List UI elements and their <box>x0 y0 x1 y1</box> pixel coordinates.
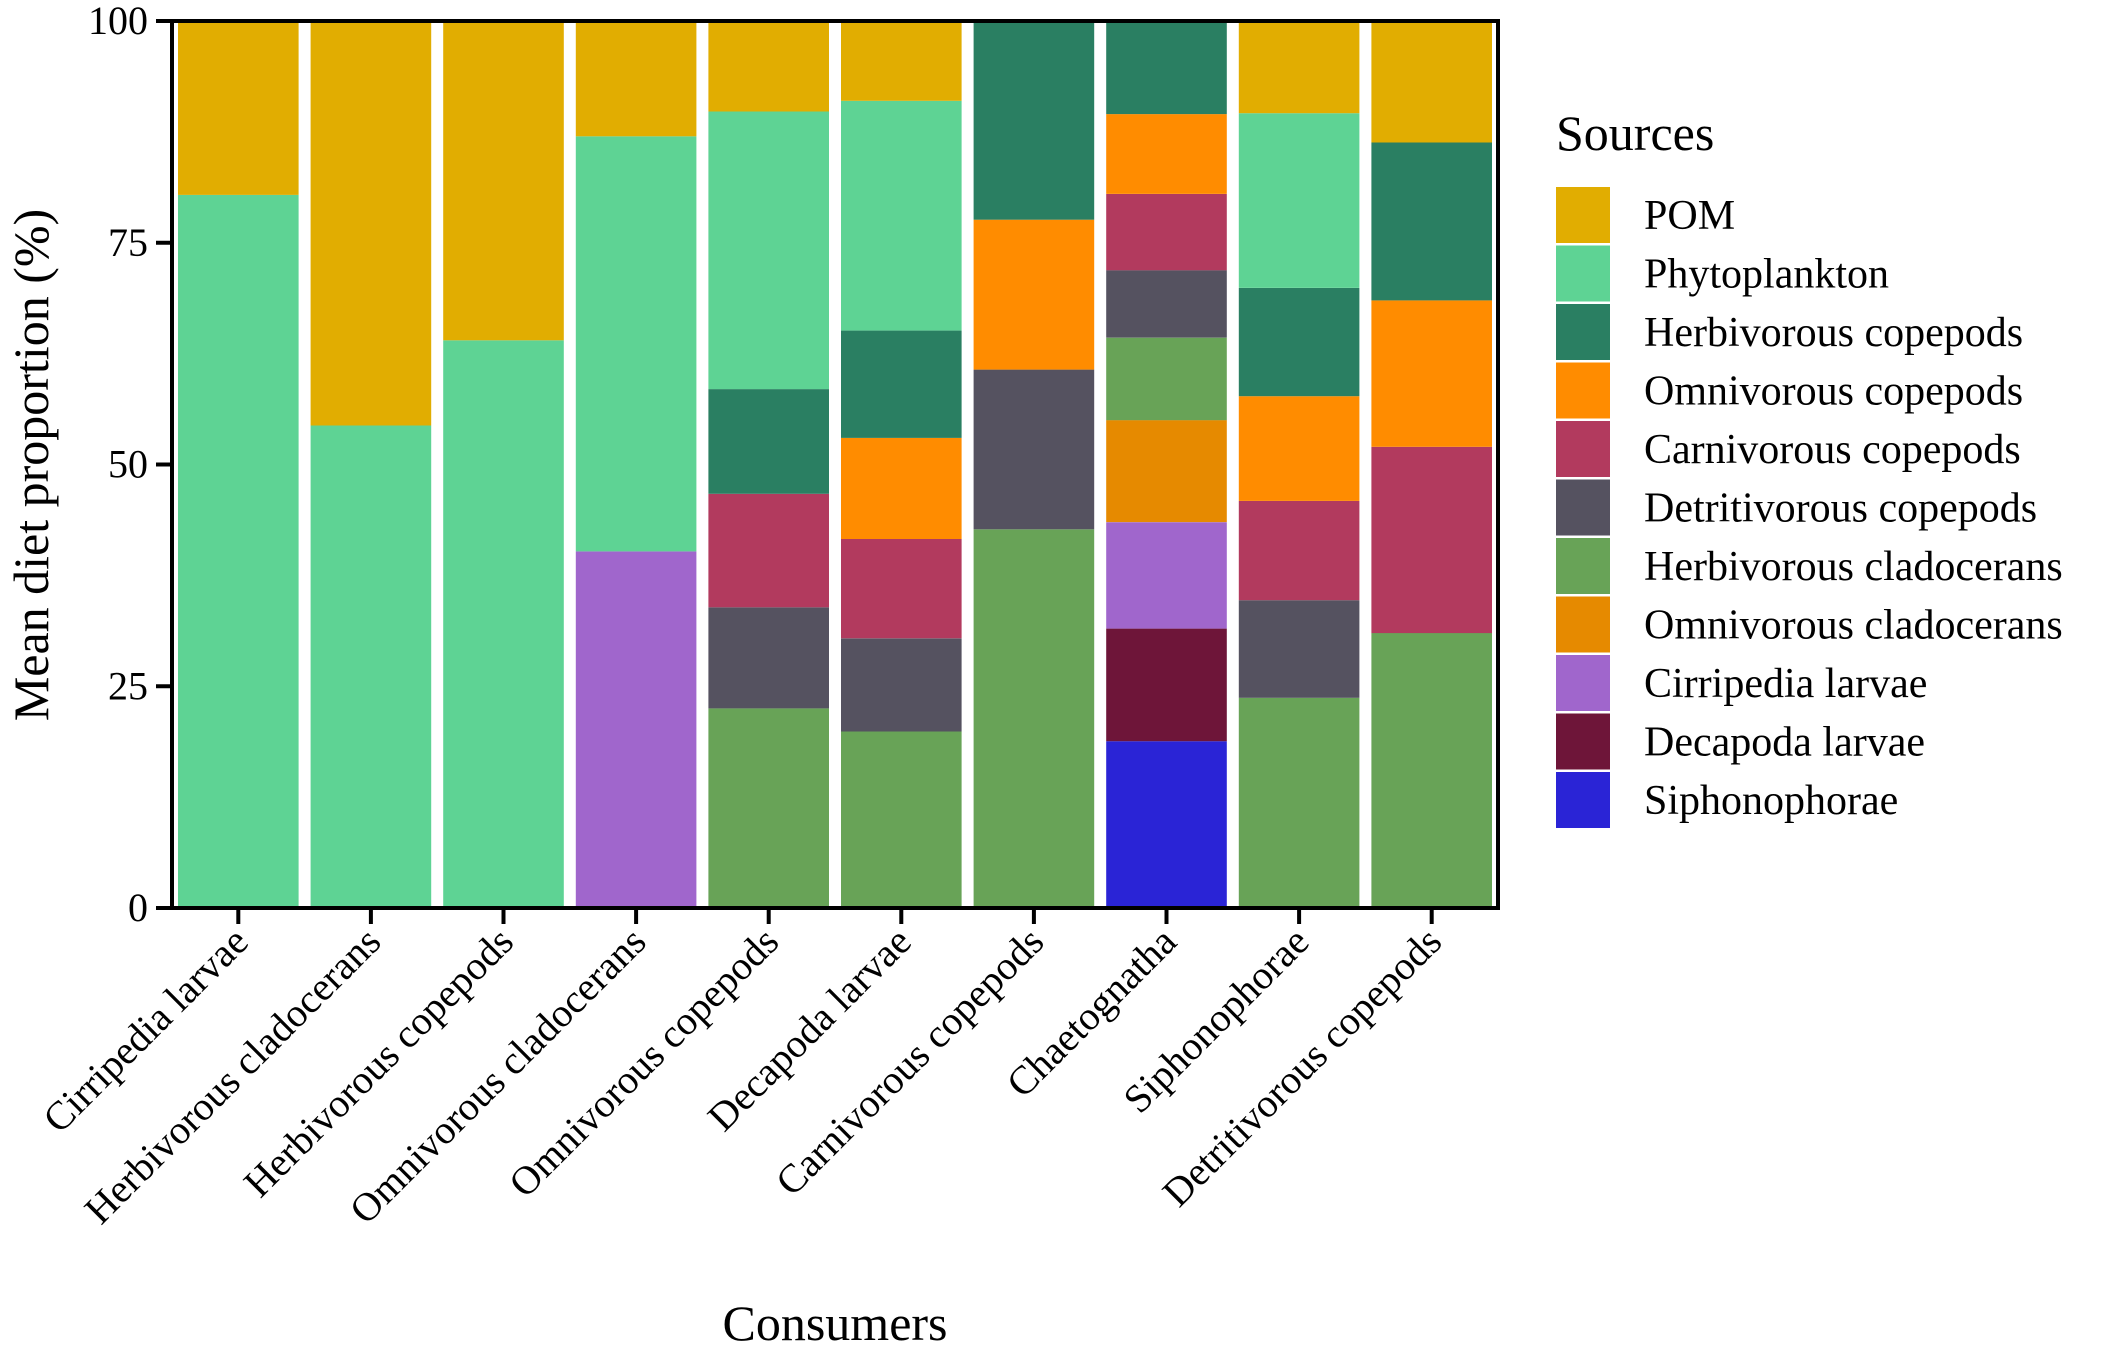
bar-segment <box>575 136 697 552</box>
bars-layer <box>178 21 1492 908</box>
bar-segment <box>1371 446 1492 634</box>
bar-segment <box>841 539 962 639</box>
legend-label: Cirripedia larvae <box>1644 661 1927 707</box>
legend-swatch <box>1556 713 1610 770</box>
bar-segment <box>575 21 697 137</box>
y-tick-label: 75 <box>108 220 148 265</box>
bar-segment <box>1106 114 1227 194</box>
bar-segment <box>1106 628 1227 742</box>
bar-segment <box>1106 21 1227 115</box>
bar-segment <box>575 551 697 908</box>
legend-label: Carnivorous copepods <box>1644 427 2021 473</box>
legend-swatch <box>1556 596 1610 653</box>
bar-segment <box>443 340 564 908</box>
legend-title: Sources <box>1556 105 1714 161</box>
bar-segment <box>708 708 829 908</box>
bar-segment <box>841 330 962 438</box>
legend-swatch <box>1556 245 1610 302</box>
bar-segment <box>841 638 962 732</box>
y-axis: 0 25 50 75 100 <box>88 0 172 930</box>
bar-segment <box>1238 500 1360 601</box>
legend: Sources POM Phytoplankton Herbivorous cope… <box>1556 105 2063 828</box>
bar-segment <box>443 21 564 341</box>
bar-segment <box>841 437 962 539</box>
legend-swatch <box>1556 421 1610 477</box>
bar-segment <box>708 21 829 112</box>
bar-segment <box>1238 113 1360 288</box>
bar-segment <box>178 21 299 195</box>
bar-segment <box>178 194 299 908</box>
y-tick-label: 100 <box>88 0 148 43</box>
bar-segment <box>1106 337 1227 421</box>
bar-segment <box>841 100 962 331</box>
legend-swatch <box>1556 187 1610 243</box>
legend-label: Decapoda larvae <box>1644 720 1925 766</box>
legend-swatch <box>1556 304 1610 360</box>
bar-segment <box>1238 21 1360 114</box>
legend-label: Phytoplankton <box>1644 252 1889 298</box>
legend-label: Herbivorous copepods <box>1644 310 2023 356</box>
bar-segment <box>1106 270 1227 338</box>
y-tick-label: 0 <box>128 885 148 930</box>
bar-segment <box>973 21 1095 220</box>
bar-segment <box>841 731 962 908</box>
legend-label: Omnivorous cladocerans <box>1644 603 2063 649</box>
bar-segment <box>1238 600 1360 698</box>
y-tick-label: 25 <box>108 663 148 708</box>
legend-swatch <box>1556 479 1610 536</box>
x-axis-title: Consumers <box>723 1295 948 1351</box>
bar-segment <box>1371 21 1492 143</box>
bar-segment <box>1238 697 1360 908</box>
bar-segment <box>310 425 432 908</box>
bar-segment <box>973 219 1095 370</box>
legend-swatch <box>1556 362 1610 419</box>
legend-label: Herbivorous cladocerans <box>1644 544 2063 590</box>
bar-segment <box>1106 194 1227 271</box>
bar-segment <box>1106 741 1227 908</box>
bar-segment <box>708 389 829 494</box>
legend-label: Detritivorous copepods <box>1644 486 2037 532</box>
bar-segment <box>973 529 1095 908</box>
bar-segment <box>1106 420 1227 523</box>
legend-label: POM <box>1644 193 1735 239</box>
bar-segment <box>1371 300 1492 447</box>
bar-segment <box>1238 288 1360 397</box>
bar-segment <box>708 493 829 608</box>
bar-segment <box>708 607 829 709</box>
legend-swatch <box>1556 655 1610 711</box>
bar-segment <box>1371 633 1492 908</box>
legend-label: Siphonophorae <box>1644 778 1898 824</box>
bar-segment <box>708 111 829 390</box>
bar-segment <box>973 369 1095 530</box>
y-tick-label: 50 <box>108 442 148 487</box>
bar-segment <box>1106 522 1227 629</box>
y-axis-title: Mean diet proportion (%) <box>3 209 59 721</box>
legend-label: Omnivorous copepods <box>1644 369 2023 415</box>
legend-swatch <box>1556 538 1610 594</box>
bar-segment <box>1371 142 1492 301</box>
legend-swatch <box>1556 772 1610 828</box>
bar-segment <box>310 21 432 426</box>
bar-segment <box>841 21 962 101</box>
bar-segment <box>1238 396 1360 501</box>
